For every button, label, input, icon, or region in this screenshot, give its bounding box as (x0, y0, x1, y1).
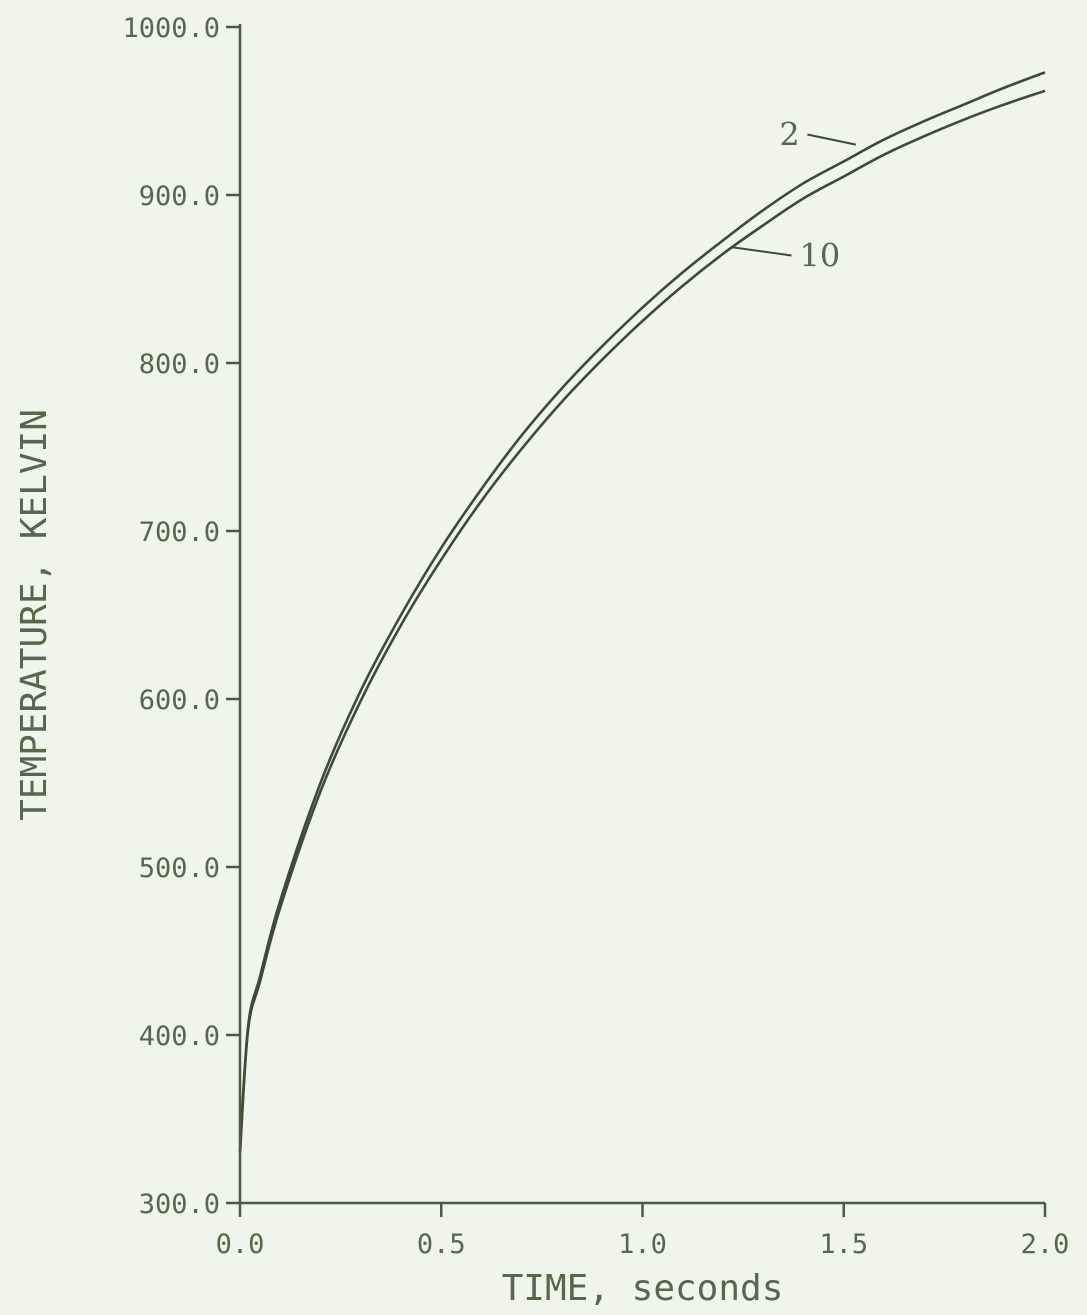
x-tick-label: 0.5 (417, 1229, 466, 1260)
leader-line-10 (730, 246, 792, 257)
curve-label-2: 2 (779, 116, 799, 154)
y-tick-label: 1000.0 (122, 13, 220, 44)
y-tick-label: 400.0 (139, 1021, 220, 1052)
axes-group: 300.0 400.0 500.0 600.0 700.0 800.0 900.0 1000.… (122, 13, 1069, 1260)
plot-series-group (238, 71, 1046, 1153)
curve-label-10: 10 (799, 236, 840, 274)
y-axis-title: TEMPERATURE, KELVIN (14, 409, 55, 821)
x-axis-title: TIME, seconds (502, 1268, 784, 1309)
x-tick-label: 2.0 (1021, 1229, 1070, 1260)
x-tick-label: 1.5 (819, 1229, 868, 1260)
y-tick-label: 500.0 (139, 853, 220, 884)
leader-line-2 (807, 133, 857, 146)
y-tick-label: 300.0 (139, 1189, 220, 1220)
x-tick-label: 0.0 (216, 1229, 265, 1260)
y-tick-label: 900.0 (139, 181, 220, 212)
annotation-group: 2 10 (730, 116, 857, 274)
y-tick-label: 800.0 (139, 349, 220, 380)
series-line-10 (238, 89, 1046, 1153)
y-tick-label: 700.0 (139, 517, 220, 548)
x-tick-label: 1.0 (618, 1229, 667, 1260)
y-tick-label: 600.0 (139, 685, 220, 716)
series-line-2 (238, 71, 1046, 1153)
